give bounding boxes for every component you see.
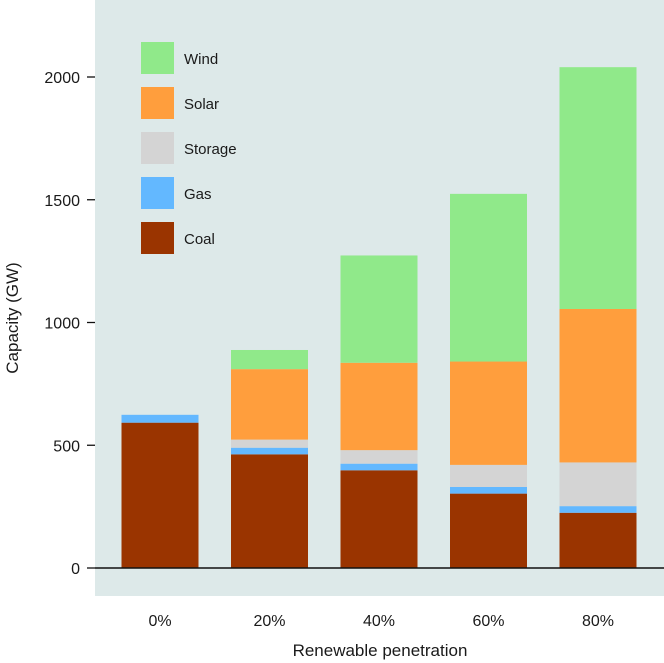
legend-swatch-gas [141, 177, 174, 209]
bar-storage-3 [450, 464, 527, 487]
bar-solar-1 [231, 369, 308, 440]
legend-swatch-wind [141, 42, 174, 74]
bar-solar-3 [450, 361, 527, 465]
legend-swatch-storage [141, 132, 174, 164]
bar-wind-4 [559, 67, 637, 309]
y-axis-title: Capacity (GW) [3, 262, 22, 373]
bars [121, 67, 637, 568]
bar-gas-4 [559, 506, 637, 513]
bar-gas-0 [121, 414, 199, 423]
bar-coal-0 [121, 422, 199, 568]
bar-storage-1 [231, 439, 308, 448]
x-tick-label: 0% [148, 613, 171, 630]
legend: Wind Solar Storage Gas Coal [141, 42, 237, 254]
legend-label-wind: Wind [184, 51, 218, 68]
y-tick-label: 2000 [44, 70, 80, 87]
x-axis: 0% 20% 40% 60% 80% [148, 613, 614, 630]
y-tick-label: 1000 [44, 316, 80, 333]
y-tick-label: 0 [71, 561, 80, 578]
x-tick-label: 20% [253, 613, 285, 630]
legend-label-coal: Coal [184, 231, 215, 248]
bar-coal-1 [231, 454, 308, 568]
bar-gas-1 [231, 447, 308, 455]
y-axis: 0 500 1000 1500 2000 [44, 70, 95, 578]
y-tick-label: 1500 [44, 193, 80, 210]
bar-gas-2 [340, 463, 418, 471]
x-tick-label: 80% [582, 613, 614, 630]
bar-coal-4 [559, 512, 637, 568]
bar-solar-4 [559, 308, 637, 463]
bar-storage-2 [340, 450, 418, 464]
x-tick-label: 40% [363, 613, 395, 630]
x-tick-label: 60% [472, 613, 504, 630]
bar-gas-3 [450, 486, 527, 494]
bar-coal-2 [340, 470, 418, 568]
legend-label-solar: Solar [184, 96, 219, 113]
y-tick-label: 500 [53, 438, 80, 455]
legend-label-storage: Storage [184, 141, 237, 158]
legend-swatch-solar [141, 87, 174, 119]
bar-wind-2 [340, 255, 418, 363]
bar-solar-2 [340, 362, 418, 451]
x-axis-title: Renewable penetration [293, 641, 468, 660]
bar-wind-3 [450, 193, 527, 362]
bar-wind-1 [231, 349, 308, 370]
bar-storage-4 [559, 462, 637, 507]
legend-label-gas: Gas [184, 186, 212, 203]
legend-swatch-coal [141, 222, 174, 254]
bar-coal-3 [450, 493, 527, 568]
